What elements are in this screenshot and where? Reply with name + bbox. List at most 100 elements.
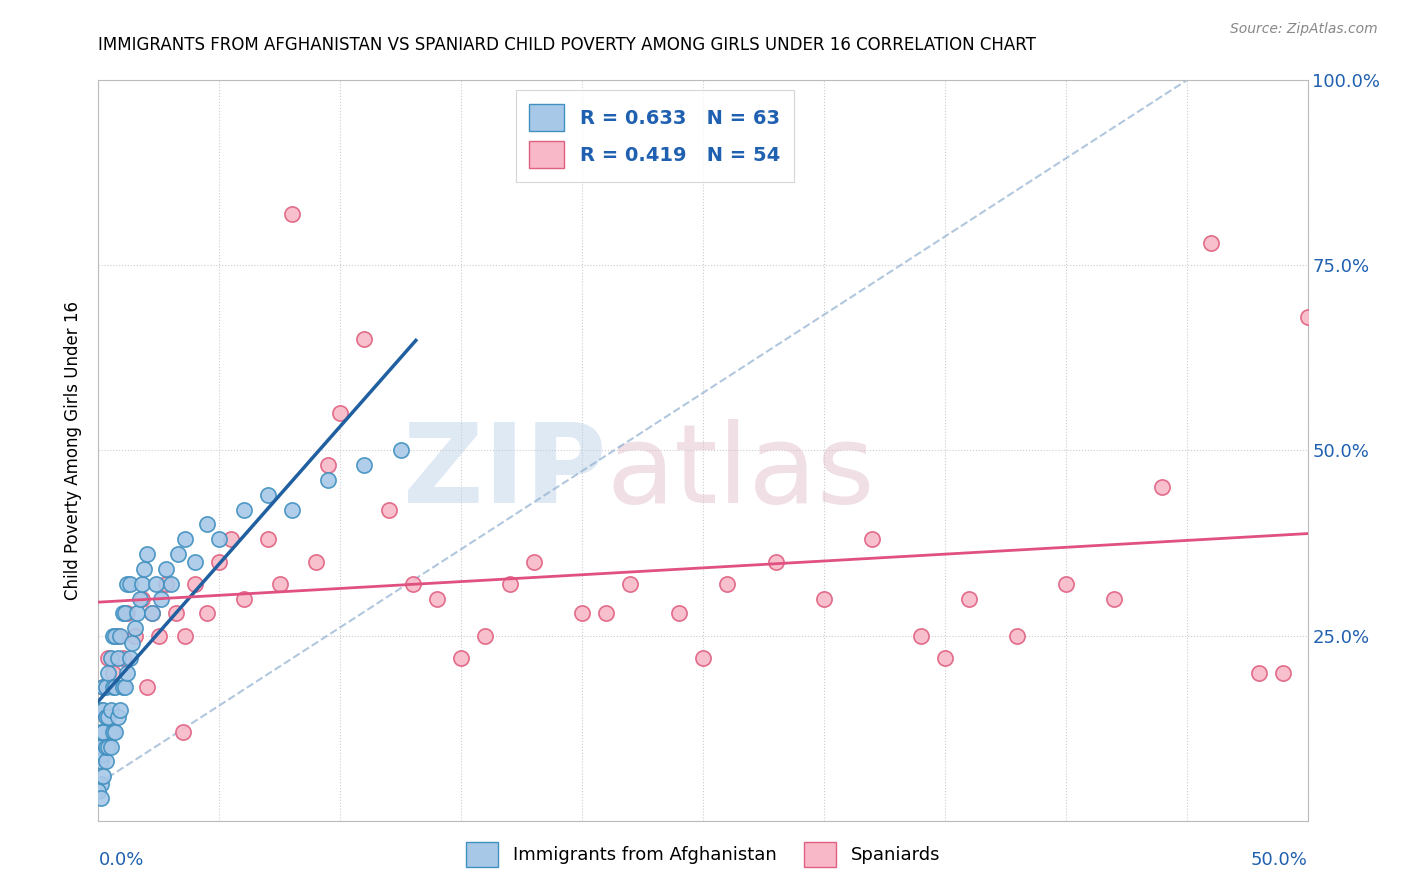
Point — [256, 488, 278, 502]
Point — [498, 576, 520, 591]
Point — [94, 739, 117, 754]
Point — [619, 576, 641, 591]
Point — [165, 607, 187, 621]
Point — [108, 628, 131, 642]
Point — [316, 458, 339, 473]
Point — [910, 628, 932, 642]
Point — [377, 502, 399, 516]
Point — [305, 555, 328, 569]
Point — [174, 628, 197, 642]
Point — [121, 636, 143, 650]
Point — [131, 591, 153, 606]
Point — [426, 591, 449, 606]
Point — [100, 739, 122, 754]
Point — [111, 650, 134, 665]
Point — [111, 681, 134, 695]
Point — [1249, 665, 1271, 680]
Point — [108, 703, 131, 717]
Point — [124, 621, 146, 635]
Point — [114, 607, 136, 621]
Point — [101, 724, 124, 739]
Point — [155, 576, 177, 591]
Point — [184, 576, 207, 591]
Point — [91, 724, 114, 739]
Point — [450, 650, 472, 665]
Point — [104, 724, 127, 739]
Point — [91, 681, 114, 695]
Point — [150, 591, 173, 606]
Point — [172, 724, 194, 739]
Point — [104, 628, 127, 642]
Point — [94, 681, 117, 695]
Point — [135, 547, 157, 561]
Point — [232, 591, 254, 606]
Point — [118, 650, 141, 665]
Point — [94, 755, 117, 769]
Point — [957, 591, 980, 606]
Point — [1272, 665, 1295, 680]
Text: ZIP: ZIP — [404, 419, 606, 526]
Point — [692, 650, 714, 665]
Text: 0.0%: 0.0% — [98, 851, 143, 869]
Point — [167, 547, 190, 561]
Text: atlas: atlas — [606, 419, 875, 526]
Point — [135, 681, 157, 695]
Point — [101, 628, 124, 642]
Point — [208, 555, 231, 569]
Point — [97, 739, 120, 754]
Point — [195, 607, 218, 621]
Point — [131, 576, 153, 591]
Point — [91, 703, 114, 717]
Point — [221, 533, 243, 547]
Point — [1296, 310, 1319, 325]
Point — [281, 206, 304, 220]
Point — [100, 650, 122, 665]
Point — [97, 665, 120, 680]
Point — [87, 784, 110, 798]
Point — [716, 576, 738, 591]
Point — [90, 739, 112, 754]
Point — [329, 407, 352, 421]
Point — [117, 576, 139, 591]
Text: Source: ZipAtlas.com: Source: ZipAtlas.com — [1230, 22, 1378, 37]
Point — [184, 555, 207, 569]
Point — [97, 650, 120, 665]
Legend: Immigrants from Afghanistan, Spaniards: Immigrants from Afghanistan, Spaniards — [458, 835, 948, 874]
Point — [97, 710, 120, 724]
Text: 50.0%: 50.0% — [1251, 851, 1308, 869]
Point — [160, 576, 183, 591]
Point — [91, 769, 114, 783]
Point — [353, 332, 375, 346]
Point — [256, 533, 278, 547]
Point — [353, 458, 375, 473]
Point — [141, 607, 163, 621]
Point — [523, 555, 546, 569]
Point — [94, 710, 117, 724]
Point — [128, 591, 150, 606]
Point — [107, 650, 129, 665]
Point — [117, 665, 139, 680]
Point — [174, 533, 197, 547]
Point — [124, 628, 146, 642]
Point — [134, 562, 156, 576]
Point — [90, 791, 112, 805]
Text: IMMIGRANTS FROM AFGHANISTAN VS SPANIARD CHILD POVERTY AMONG GIRLS UNDER 16 CORRE: IMMIGRANTS FROM AFGHANISTAN VS SPANIARD … — [98, 36, 1036, 54]
Point — [860, 533, 883, 547]
Point — [90, 724, 112, 739]
Point — [118, 576, 141, 591]
Point — [111, 607, 134, 621]
Point — [114, 681, 136, 695]
Point — [1152, 480, 1174, 494]
Point — [141, 607, 163, 621]
Point — [101, 665, 124, 680]
Point — [316, 473, 339, 487]
Point — [90, 755, 112, 769]
Point — [402, 576, 425, 591]
Point — [104, 681, 127, 695]
Point — [232, 502, 254, 516]
Point — [1007, 628, 1029, 642]
Y-axis label: Child Poverty Among Girls Under 16: Child Poverty Among Girls Under 16 — [65, 301, 83, 600]
Point — [117, 607, 139, 621]
Point — [765, 555, 787, 569]
Point — [474, 628, 496, 642]
